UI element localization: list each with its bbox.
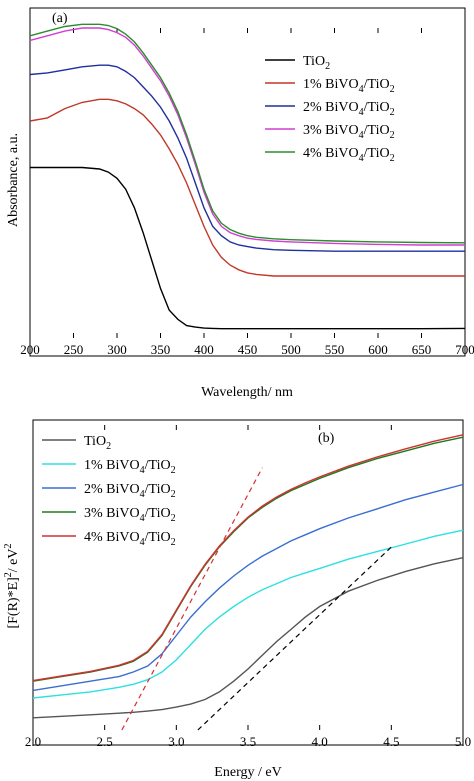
panel-b-ylabel-sup1: 2 xyxy=(3,572,14,577)
panel-b-curves xyxy=(32,434,464,731)
series-line-0 xyxy=(30,166,466,330)
x-tick-label: 2.0 xyxy=(25,734,41,749)
x-tick-label: 4.5 xyxy=(383,734,399,749)
legend-label-1: 1% BiVO4/TiO2 xyxy=(303,77,395,95)
panel-b: (b) [F(R)*E]2/ eV2 Energy / eV 2.0 2.5 3.0… xyxy=(3,419,471,780)
x-tick-label: 5.0 xyxy=(455,734,471,749)
x-tick-label: 3.5 xyxy=(240,734,256,749)
legend-label-4: 4% BiVO4/TiO2 xyxy=(303,146,395,164)
panel-b-ylabel-main: [F(R)*E] xyxy=(6,577,21,628)
series-line-3 xyxy=(32,436,464,682)
legend-label-0: TiO2 xyxy=(303,54,330,72)
legend-label-4: 4% BiVO4/TiO2 xyxy=(84,530,176,548)
legend-label-3: 3% BiVO4/TiO2 xyxy=(84,506,176,524)
panel-a-frame xyxy=(29,7,466,357)
legend-label-3: 3% BiVO4/TiO2 xyxy=(303,123,395,141)
legend-label-1: 1% BiVO4/TiO2 xyxy=(84,458,176,476)
panel-a-curves xyxy=(29,23,466,330)
x-tick-label: 500 xyxy=(281,342,301,357)
x-tick-label: 600 xyxy=(368,342,388,357)
panel-b-ylabel: [F(R)*E]2/ eV2 xyxy=(3,543,21,628)
series-line-1 xyxy=(32,529,464,699)
fit-line-1 xyxy=(121,467,263,731)
x-tick-label: 400 xyxy=(194,342,214,357)
series-line-2 xyxy=(29,64,465,252)
legend-label-2: 2% BiVO4/TiO2 xyxy=(303,100,395,118)
series-line-3 xyxy=(29,27,465,246)
x-tick-label: 550 xyxy=(325,342,345,357)
panel-b-frame xyxy=(32,419,464,746)
panel-a-ticks: 200 250 300 350 400 450 500 550 600 650 700 xyxy=(20,28,474,357)
x-tick-label: 3.0 xyxy=(168,734,184,749)
x-tick-label: 300 xyxy=(107,342,127,357)
legend-label-2: 2% BiVO4/TiO2 xyxy=(84,482,176,500)
x-tick-label: 2.5 xyxy=(97,734,113,749)
x-tick-label: 350 xyxy=(151,342,171,357)
panel-a-ylabel: Absorbance, a.u. xyxy=(6,133,21,227)
legend-label-0: TiO2 xyxy=(84,434,111,452)
x-tick-label: 200 xyxy=(20,342,40,357)
panel-b-label: (b) xyxy=(318,431,335,446)
panel-b-xlabel: Energy / eV xyxy=(214,765,281,780)
panel-b-ticks: 2.0 2.5 3.0 3.5 4.0 4.5 5.0 xyxy=(25,425,471,749)
series-line-2 xyxy=(32,483,464,692)
series-line-4 xyxy=(32,434,464,682)
series-line-4 xyxy=(29,23,466,244)
fit-line-0 xyxy=(197,546,392,731)
x-tick-label: 650 xyxy=(412,342,432,357)
x-tick-label: 4.0 xyxy=(312,734,328,749)
panel-b-ylabel-sup2: 2 xyxy=(3,543,14,548)
panel-a-label: (a) xyxy=(52,11,68,26)
x-tick-label: 450 xyxy=(238,342,258,357)
panel-b-legend: TiO2 1% BiVO4/TiO2 2% BiVO4/TiO2 3% BiVO4/T… xyxy=(42,434,176,548)
x-tick-label: 250 xyxy=(64,342,84,357)
panel-a: (a) Absorbance, a.u. Wavelength/ nm 200 2… xyxy=(6,7,474,400)
x-tick-label: 700 xyxy=(455,342,474,357)
series-line-0 xyxy=(32,557,464,719)
panel-b-ylabel-tail: / eV xyxy=(6,548,21,572)
panel-a-xlabel: Wavelength/ nm xyxy=(201,385,293,400)
panel-a-legend: TiO2 1% BiVO4/TiO2 2% BiVO4/TiO2 3% BiVO4/T… xyxy=(265,54,395,164)
series-line-1 xyxy=(29,98,465,277)
